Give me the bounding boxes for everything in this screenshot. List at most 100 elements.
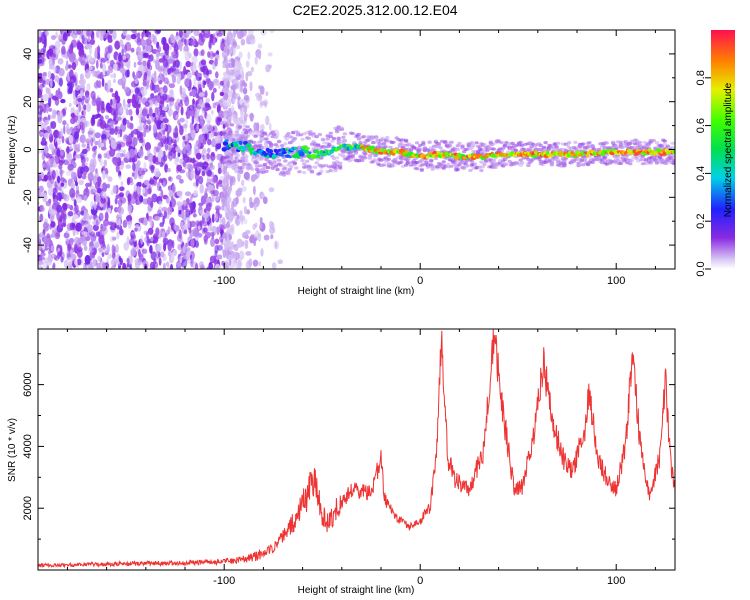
noise-speck (216, 254, 223, 260)
ridge-halo (245, 134, 250, 138)
noise-speck (193, 30, 198, 36)
ridge-core (548, 154, 554, 158)
noise-speck (122, 219, 128, 228)
noise-speck (123, 86, 131, 93)
noise-speck (216, 32, 223, 37)
noise-speck (259, 223, 263, 229)
noise-speck (116, 116, 122, 121)
noise-speck (116, 141, 121, 146)
noise-speck (180, 258, 188, 268)
ridge-halo (320, 137, 326, 142)
ridge-halo (452, 150, 457, 154)
noise-speck (48, 250, 51, 255)
noise-speck (211, 91, 215, 102)
noise-speck (158, 252, 161, 258)
noise-speck (93, 200, 97, 211)
noise-speck (250, 66, 255, 72)
noise-speck (159, 251, 165, 258)
noise-speck (232, 41, 237, 47)
noise-speck (238, 261, 243, 267)
noise-speck (193, 230, 200, 238)
noise-speck (95, 181, 100, 190)
noise-speck (214, 135, 221, 144)
noise-speck (158, 213, 164, 218)
noise-speck (96, 79, 99, 87)
noise-speck (137, 61, 142, 66)
noise-speck (176, 190, 183, 197)
ridge-halo (670, 146, 675, 150)
noise-speck (136, 73, 139, 77)
ridge-halo (342, 139, 348, 143)
noise-speck (68, 44, 74, 54)
noise-speck (107, 37, 113, 43)
noise-speck (180, 70, 185, 79)
ridge-halo (479, 160, 484, 164)
noise-speck (195, 179, 199, 187)
noise-speck (188, 227, 192, 234)
noise-speck (127, 220, 132, 229)
noise-speck (203, 227, 208, 233)
noise-speck (169, 263, 174, 269)
noise-speck (89, 58, 94, 62)
noise-speck (68, 134, 74, 144)
noise-speck (200, 120, 205, 127)
noise-speck (54, 40, 61, 49)
noise-speck (204, 208, 207, 213)
noise-speck (191, 55, 198, 65)
ridge-halo (312, 165, 318, 169)
noise-speck (156, 106, 161, 116)
ridge-halo (657, 155, 663, 159)
noise-speck (174, 59, 180, 68)
noise-speck (92, 129, 96, 139)
noise-speck (83, 104, 87, 111)
noise-speck (140, 116, 146, 121)
ridge-halo (375, 138, 381, 142)
ridge-halo (231, 138, 236, 142)
ridge-core (233, 143, 239, 148)
noise-speck (87, 172, 94, 182)
ridge-halo (443, 139, 448, 144)
ridge-halo (469, 159, 475, 163)
noise-speck (152, 123, 157, 134)
noise-speck (87, 130, 94, 135)
noise-speck (88, 65, 93, 71)
noise-speck (160, 122, 166, 131)
noise-speck (50, 121, 57, 129)
noise-speck (188, 52, 192, 59)
noise-speck (49, 129, 53, 138)
noise-speck (207, 225, 211, 232)
spectrogram-y-tick-label: 40 (22, 48, 34, 60)
noise-speck (106, 183, 111, 189)
ridge-halo (319, 169, 324, 173)
ridge-halo (430, 165, 435, 169)
noise-speck (97, 118, 103, 127)
noise-speck (52, 109, 57, 119)
noise-speck (155, 60, 160, 70)
noise-speck (59, 177, 65, 182)
noise-speck (202, 106, 209, 112)
ridge-halo (328, 135, 333, 139)
noise-speck (55, 141, 58, 150)
chart-title: C2E2.2025.312.00.12.E04 (292, 2, 458, 18)
noise-speck (225, 259, 230, 267)
spectrogram-y-tick-label: -40 (22, 237, 34, 253)
noise-speck (52, 187, 57, 194)
noise-speck (45, 152, 50, 159)
noise-speck (114, 40, 121, 50)
noise-speck (135, 107, 140, 116)
noise-speck (38, 149, 42, 154)
ridge-halo (388, 145, 393, 149)
ridge-halo (672, 155, 675, 159)
noise-speck (138, 138, 144, 144)
noise-speck (175, 145, 180, 153)
noise-speck (204, 90, 208, 98)
noise-speck (231, 58, 235, 68)
noise-speck (54, 75, 59, 83)
noise-speck (38, 49, 41, 54)
ridge-halo (228, 134, 233, 138)
noise-speck (143, 217, 148, 226)
noise-speck (203, 80, 207, 86)
noise-speck (44, 145, 49, 154)
noise-speck (131, 156, 136, 163)
noise-speck (46, 103, 49, 114)
